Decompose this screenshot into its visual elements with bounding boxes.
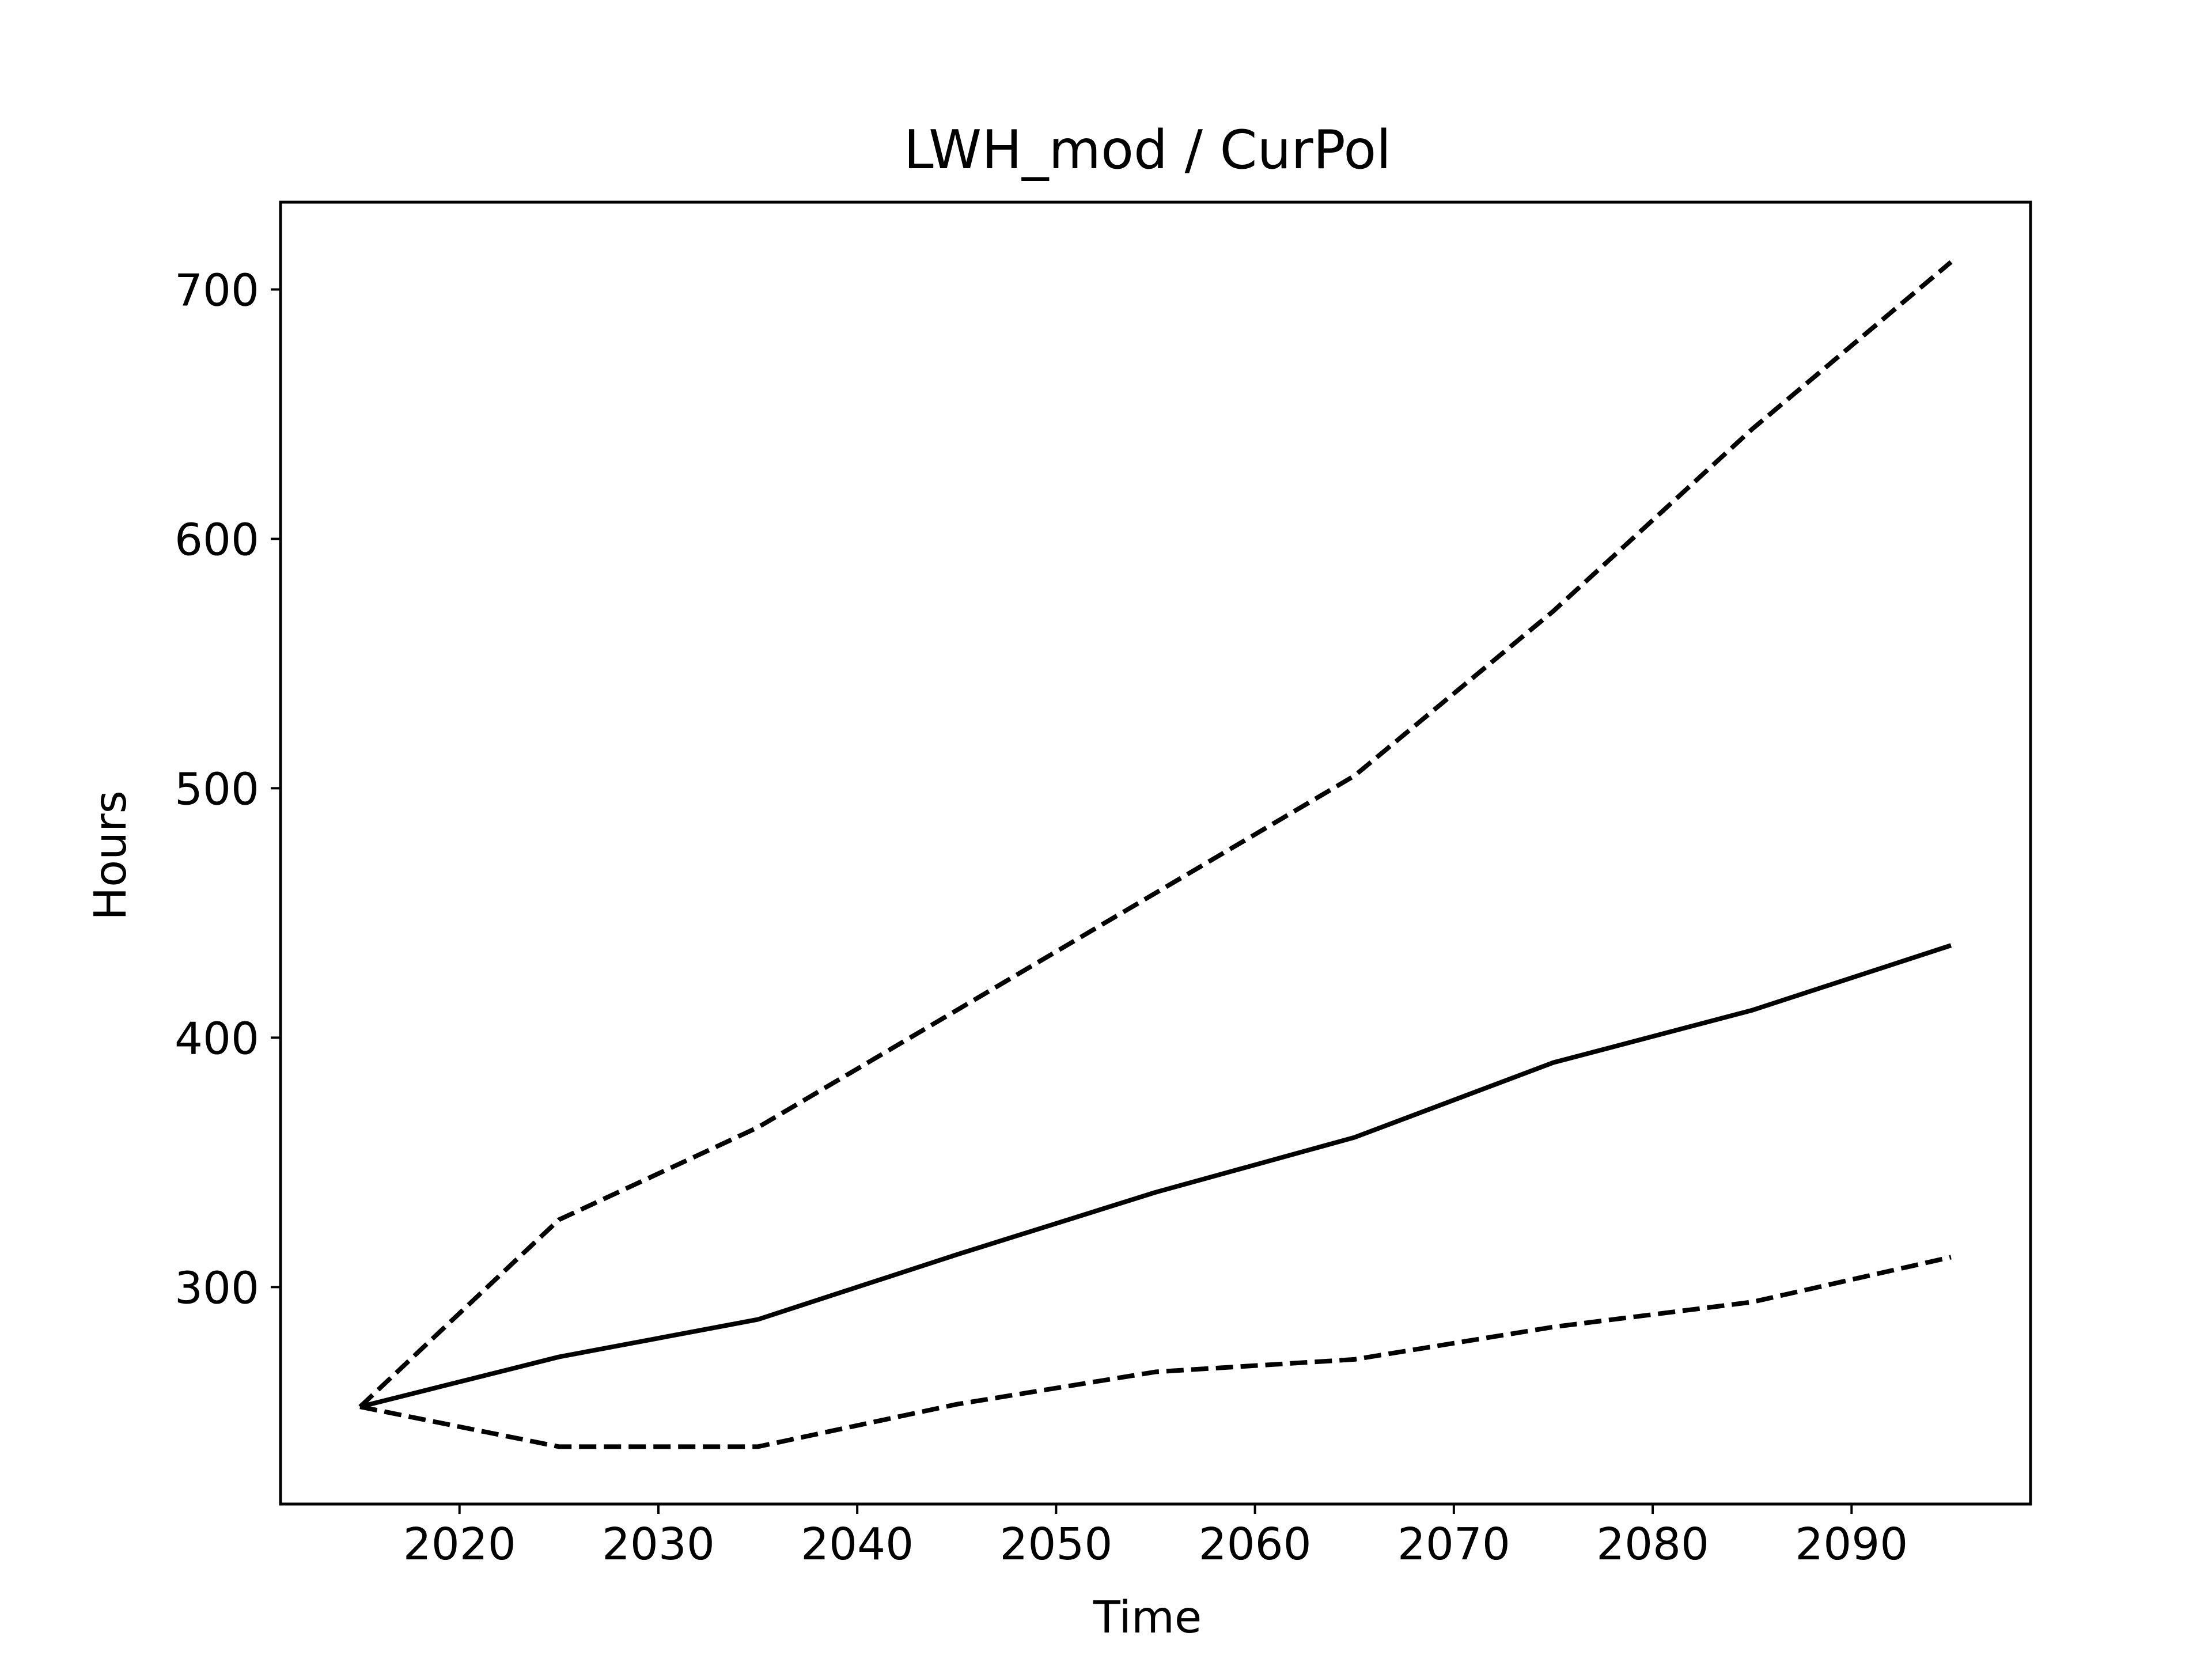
y-tick-label: 600	[175, 514, 259, 566]
series-line-1	[358, 260, 1953, 1409]
x-tick-label: 2040	[801, 1519, 914, 1570]
x-tick-label: 2050	[999, 1519, 1112, 1570]
x-tick-label: 2080	[1596, 1519, 1709, 1570]
series-layer	[358, 260, 1953, 1449]
y-tick-label: 700	[175, 266, 259, 317]
y-tick-label: 300	[175, 1263, 259, 1314]
y-tick-label: 500	[175, 764, 259, 815]
y-tick-label: 400	[175, 1013, 259, 1065]
y-axis: 300 400 500 600 700	[175, 266, 281, 1314]
x-axis-label: Time	[1093, 1592, 1202, 1643]
y-axis-label: Hours	[85, 790, 137, 921]
x-tick-label: 2030	[602, 1519, 715, 1570]
x-tick-label: 2070	[1397, 1519, 1510, 1570]
x-tick-label: 2060	[1199, 1519, 1312, 1570]
x-tick-label: 2020	[403, 1519, 516, 1570]
axes-frame	[279, 200, 2032, 1506]
x-tick-label: 2090	[1795, 1519, 1908, 1570]
chart-title: LWH_mod / CurPol	[904, 119, 1391, 181]
series-line-2	[359, 943, 1952, 1410]
x-axis: 2020 2030 2040 2050 2060 2070 2080 2090	[403, 1504, 1908, 1570]
series-line-3	[359, 1255, 1952, 1449]
